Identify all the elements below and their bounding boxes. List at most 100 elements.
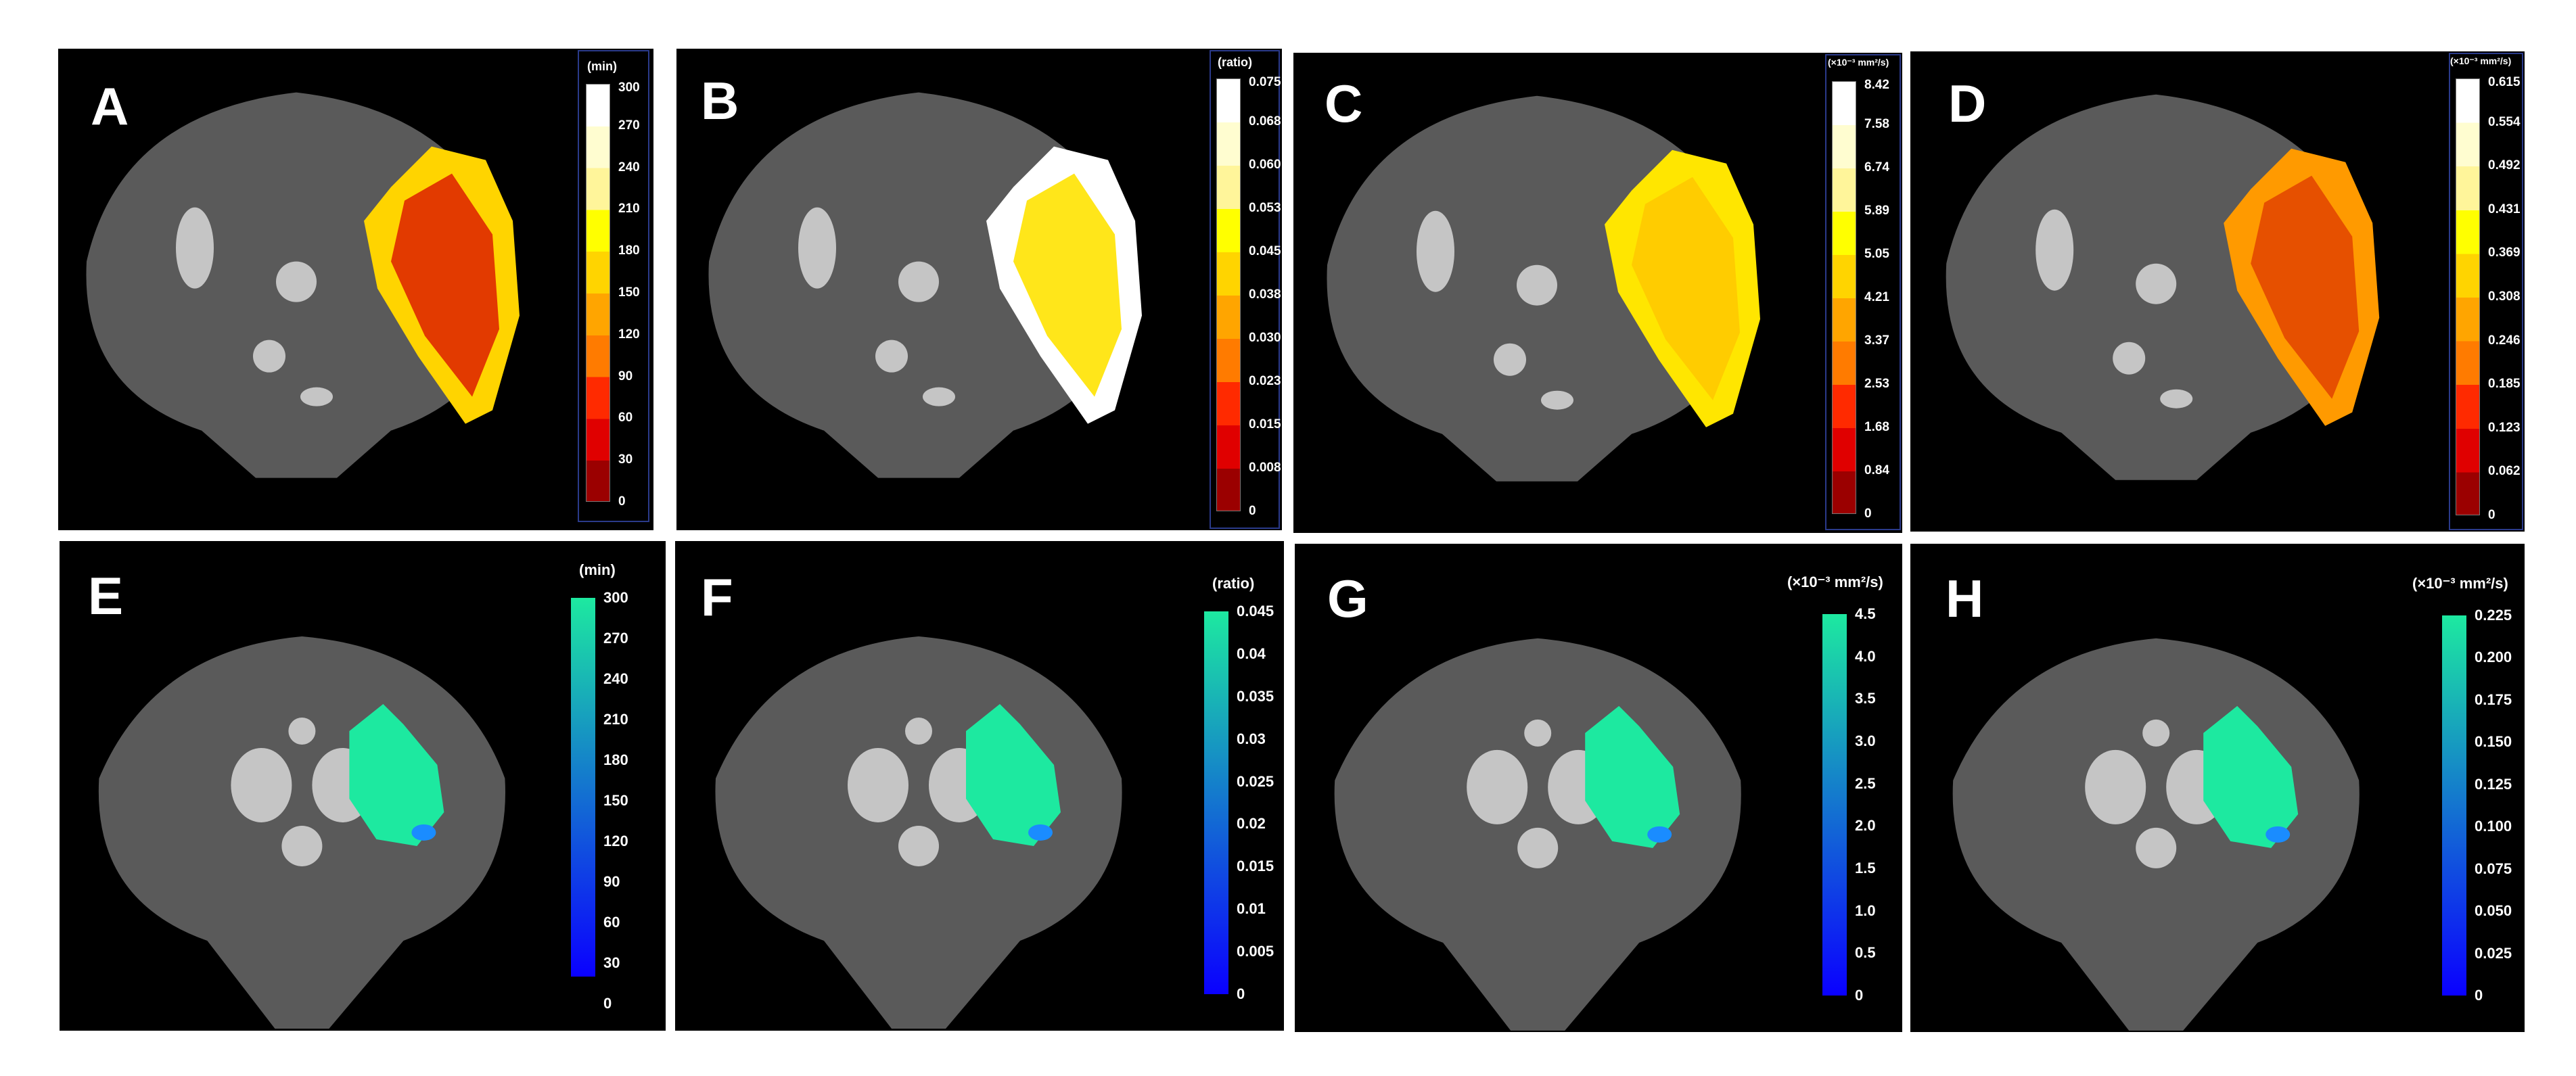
brain-image xyxy=(708,92,1142,478)
brain-structure xyxy=(2113,342,2146,375)
brain-image xyxy=(1952,638,2360,1031)
panel-g: G (×10⁻³ mm²/s) 4.5 4.0 3.5 3.0 2.5 2.0 1.5 1.0… xyxy=(1295,544,1902,1032)
panel-h: H (×10⁻³ mm²/s) 0.225 0.200 0.175 0.150 0.12… xyxy=(1910,544,2525,1032)
colorbar-tick-label: 0.100 xyxy=(2475,818,2512,835)
colorbar-tick-label: 0 xyxy=(2488,508,2496,522)
colorbar-tick-label: 30 xyxy=(603,954,620,971)
colorbar-tick-label: 0 xyxy=(618,494,626,509)
panel-f: F (ratio) 0.045 0.04 0.035 0.03 0.025 0.02 0.0… xyxy=(675,541,1284,1031)
panel-label: H xyxy=(1946,569,1984,628)
colorbar-tick-label: 0 xyxy=(1249,504,1256,518)
lesion-overlay xyxy=(349,703,444,846)
colorbar xyxy=(571,598,595,977)
brain-structure xyxy=(1517,264,1557,306)
colorbar-tick-label: 0.050 xyxy=(2475,902,2512,920)
brain-structure xyxy=(2136,263,2177,304)
colorbar-unit: (min) xyxy=(579,561,616,578)
colorbar-tick-label: 90 xyxy=(618,369,633,383)
colorbar-frame xyxy=(578,50,649,522)
colorbar-frame xyxy=(1825,54,1901,530)
panel-label: B xyxy=(701,71,739,131)
colorbar-tick-label: 150 xyxy=(603,792,628,809)
colorbar-tick-label: 0.045 xyxy=(1249,244,1281,258)
colorbar-tick-label: 120 xyxy=(618,327,640,342)
colorbar-tick-label: 3.37 xyxy=(1864,333,1889,348)
brain-structure xyxy=(288,717,316,745)
lesion-overlay xyxy=(966,703,1061,846)
brain-slice xyxy=(1946,94,2380,480)
colorbar-tick-label: 0.185 xyxy=(2488,377,2521,392)
brain-slice xyxy=(1327,95,1760,482)
colorbar-tick-label: 0.492 xyxy=(2488,158,2521,173)
brain-structure xyxy=(231,747,292,822)
lesion-overlay-edge xyxy=(1028,824,1053,841)
panel-label: D xyxy=(1948,74,1987,133)
colorbar xyxy=(1822,614,1847,996)
colorbar-tick-label: 0.02 xyxy=(1237,815,1266,833)
brain-slice xyxy=(708,92,1142,478)
brain-structure xyxy=(1524,719,1552,747)
colorbar-tick-label: 0 xyxy=(603,995,612,1012)
colorbar-tick-label: 0.075 xyxy=(1249,75,1281,89)
colorbar-tick-label: 4.21 xyxy=(1864,290,1889,304)
brain-structure xyxy=(1494,343,1526,376)
colorbar-tick-label: 0.053 xyxy=(1249,201,1281,215)
colorbar-tick-label: 0.075 xyxy=(2475,860,2512,877)
brain-structure xyxy=(2142,719,2170,747)
colorbar-tick-label: 0.035 xyxy=(1237,687,1274,705)
colorbar-unit: (×10⁻³ mm²/s) xyxy=(2412,575,2508,592)
brain-structure xyxy=(798,207,836,289)
brain-image xyxy=(1327,95,1760,482)
colorbar-tick-label: 0.125 xyxy=(2475,775,2512,793)
brain-image xyxy=(98,636,505,1029)
brain-structure xyxy=(923,387,955,406)
colorbar-unit: (ratio) xyxy=(1212,575,1255,592)
colorbar-tick-label: 0.008 xyxy=(1249,461,1281,475)
colorbar-tick-label: 0.025 xyxy=(1237,772,1274,790)
lesion-overlay-edge xyxy=(1647,826,1672,843)
colorbar-tick-label: 270 xyxy=(618,118,640,133)
brain-structure xyxy=(898,825,939,866)
colorbar-unit: (min) xyxy=(587,60,617,73)
colorbar-tick-label: 2.0 xyxy=(1855,817,1876,835)
colorbar-tick-label: 120 xyxy=(603,833,628,849)
brain-slice xyxy=(98,636,505,1029)
colorbar-tick-label: 300 xyxy=(603,589,628,606)
lesion-overlay-core xyxy=(2251,175,2360,399)
colorbar-tick-label: 0.023 xyxy=(1249,374,1281,388)
colorbar-unit: (×10⁻³ mm²/s) xyxy=(2450,55,2512,66)
colorbar-tick-label: 0.123 xyxy=(2488,420,2521,435)
colorbar-tick-label: 210 xyxy=(603,711,628,728)
colorbar-tick-label: 0.062 xyxy=(2488,464,2521,479)
lesion-overlay-edge xyxy=(411,824,436,841)
brain-structure xyxy=(1541,390,1573,410)
colorbar-tick-label: 0.01 xyxy=(1237,900,1266,918)
colorbar-unit: (×10⁻³ mm²/s) xyxy=(1828,57,1889,68)
colorbar xyxy=(1832,81,1856,514)
panel-label: C xyxy=(1325,74,1363,133)
colorbar-tick-label: 0.5 xyxy=(1855,944,1876,962)
colorbar xyxy=(1204,611,1228,994)
colorbar-tick-label: 180 xyxy=(603,751,628,768)
colorbar-tick-label: 0.150 xyxy=(2475,733,2512,751)
brain-structure xyxy=(2136,827,2177,868)
colorbar-tick-label: 300 xyxy=(618,80,640,95)
brain-image xyxy=(715,636,1122,1029)
colorbar-tick-label: 0.431 xyxy=(2488,202,2521,216)
brain-structure xyxy=(300,387,333,406)
lesion-overlay-core xyxy=(1013,173,1122,397)
colorbar-tick-label: 60 xyxy=(618,411,633,425)
colorbar-tick-label: 0.175 xyxy=(2475,691,2512,708)
panel-d: D (×10⁻³ mm²/s) 0.615 0.554 0.492 0.431 0.36… xyxy=(1910,51,2525,532)
brain-structure xyxy=(281,825,323,866)
colorbar-tick-label: 2.53 xyxy=(1864,377,1889,391)
colorbar-frame xyxy=(2449,53,2523,530)
colorbar-tick-label: 90 xyxy=(603,873,620,890)
colorbar-tick-label: 0.015 xyxy=(1237,858,1274,875)
colorbar-tick-label: 0.045 xyxy=(1237,603,1274,619)
colorbar-tick-label: 4.5 xyxy=(1855,605,1876,622)
colorbar-tick-label: 1.0 xyxy=(1855,902,1876,919)
colorbar-tick-label: 0.308 xyxy=(2488,289,2521,304)
colorbar-tick-label: 0.200 xyxy=(2475,649,2512,666)
brain-structure xyxy=(1417,210,1454,292)
